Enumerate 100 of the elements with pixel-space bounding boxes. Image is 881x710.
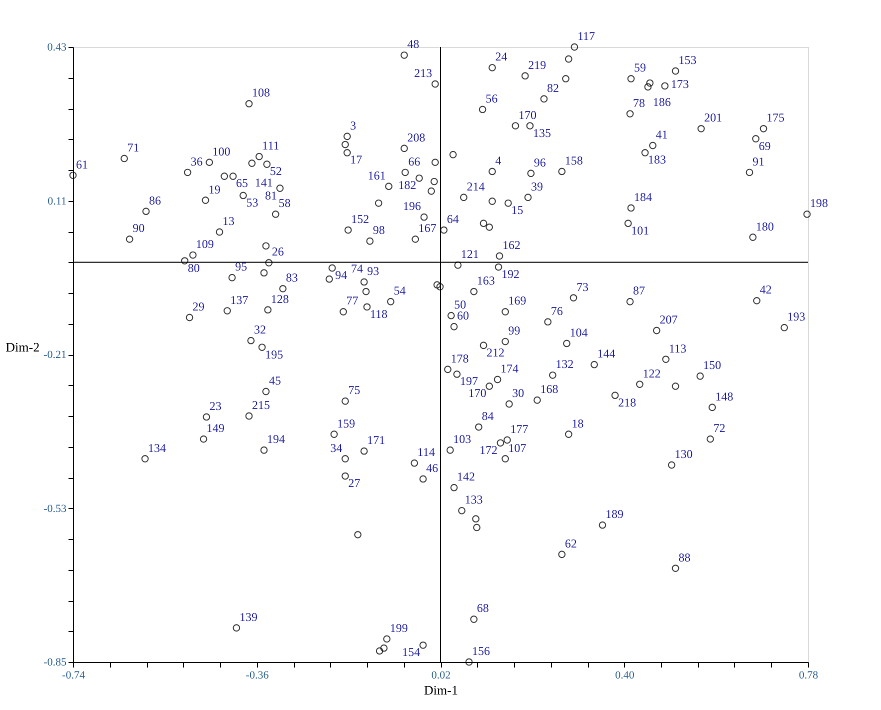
annotation: 154 xyxy=(402,645,420,660)
annotation: 84 xyxy=(482,409,494,424)
annotation: 99 xyxy=(508,324,520,338)
annotation: 61 xyxy=(76,157,88,172)
annotation: 130 xyxy=(674,447,693,462)
annotation: 74 xyxy=(351,262,364,276)
annotation: 81 xyxy=(264,188,277,202)
annotation: 54 xyxy=(394,284,406,298)
annotation: 213 xyxy=(414,66,432,80)
y-tick-label: 0.11 xyxy=(48,195,66,208)
annotation: 87 xyxy=(633,284,646,298)
annotation: 93 xyxy=(367,264,380,278)
annotation: 95 xyxy=(235,260,248,274)
annotation: 167 xyxy=(418,221,436,236)
annotation: 71 xyxy=(127,140,140,154)
annotation: 137 xyxy=(230,292,248,307)
annotation: 173 xyxy=(670,76,689,91)
annotation: 171 xyxy=(367,433,386,448)
annotation: 18 xyxy=(572,416,584,430)
annotation: 208 xyxy=(407,130,426,144)
annotation: 170 xyxy=(468,386,486,400)
y-axis-title: Dim-2 xyxy=(6,340,40,354)
annotation: 58 xyxy=(278,196,291,210)
annotation: 142 xyxy=(457,470,476,484)
x-axis-title: Dim-1 xyxy=(424,682,458,698)
annotation: 48 xyxy=(407,37,420,52)
annotation: 182 xyxy=(398,178,416,192)
annotation: 104 xyxy=(570,325,588,340)
annotation: 46 xyxy=(426,460,438,475)
annotation: 103 xyxy=(453,432,472,446)
annotation: 3 xyxy=(350,118,356,132)
x-tick-label: 0.40 xyxy=(615,670,635,682)
y-tick-label: 0.43 xyxy=(47,42,67,54)
annotation: 212 xyxy=(486,345,505,360)
annotation: 168 xyxy=(540,382,558,396)
annotation: 91 xyxy=(752,154,764,168)
annotation: 132 xyxy=(556,357,574,372)
annotation: 96 xyxy=(534,155,546,170)
annotation: 189 xyxy=(605,507,624,522)
annotation: 15 xyxy=(511,203,524,218)
annotation: 90 xyxy=(132,221,145,236)
annotation: 169 xyxy=(508,294,526,308)
annotation: 122 xyxy=(642,366,661,380)
annotation: 139 xyxy=(239,610,258,624)
annotation: 152 xyxy=(351,212,370,226)
y-tick-label: -0.21 xyxy=(44,349,66,361)
annotation: 83 xyxy=(286,270,298,285)
annotation: 42 xyxy=(760,282,772,297)
annotation: 19 xyxy=(208,182,220,196)
annotation: 194 xyxy=(267,432,286,446)
annotation: 183 xyxy=(648,152,666,167)
annotation: 68 xyxy=(476,601,489,616)
annotation: 117 xyxy=(577,29,596,43)
annotation: 41 xyxy=(656,127,668,142)
annotation: 161 xyxy=(368,168,386,182)
annotation: 184 xyxy=(634,190,652,204)
annotation: 134 xyxy=(148,440,166,455)
annotation: 98 xyxy=(372,223,385,238)
annotation: 172 xyxy=(479,442,498,457)
annotation: 180 xyxy=(756,219,774,234)
annotation: 199 xyxy=(390,620,408,635)
annotation: 101 xyxy=(631,223,650,238)
annotation: 118 xyxy=(370,306,388,321)
annotation: 39 xyxy=(531,179,544,194)
annotation: 158 xyxy=(564,153,583,168)
annotation: 88 xyxy=(678,550,691,564)
annotation: 174 xyxy=(500,361,519,376)
annotation: 192 xyxy=(502,267,520,282)
annotation: 219 xyxy=(528,58,546,72)
annotation: 59 xyxy=(634,60,646,75)
annotation: 23 xyxy=(209,398,222,413)
annotation: 45 xyxy=(268,373,281,388)
annotation: 32 xyxy=(254,322,266,337)
x-tick-label: -0.74 xyxy=(62,670,86,682)
annotation: 128 xyxy=(270,292,289,306)
annotation: 133 xyxy=(464,492,483,507)
annotation: 24 xyxy=(495,50,508,64)
annotation: 66 xyxy=(408,154,420,168)
annotation: 82 xyxy=(546,80,559,95)
annotation: 135 xyxy=(532,126,551,140)
annotation: 150 xyxy=(703,358,722,372)
annotation: 34 xyxy=(330,440,342,455)
annotation: 144 xyxy=(597,346,616,361)
annotation: 13 xyxy=(222,214,235,228)
annotation: 4 xyxy=(495,153,502,168)
annotation: 175 xyxy=(766,110,785,125)
annotation: 76 xyxy=(550,304,563,318)
annotation: 178 xyxy=(450,351,469,366)
annotation: 17 xyxy=(350,152,362,167)
annotation: 207 xyxy=(660,312,678,326)
annotation: 114 xyxy=(417,445,435,460)
annotation: 75 xyxy=(348,383,360,398)
annotation: 80 xyxy=(188,260,200,275)
annotation: 111 xyxy=(262,138,280,153)
annotation: 177 xyxy=(510,422,528,436)
annotation: 56 xyxy=(486,91,498,106)
annotation: 148 xyxy=(715,389,734,404)
annotation: 198 xyxy=(810,196,828,210)
x-tick-label: 0.02 xyxy=(431,670,451,682)
annotation: 186 xyxy=(652,95,671,110)
